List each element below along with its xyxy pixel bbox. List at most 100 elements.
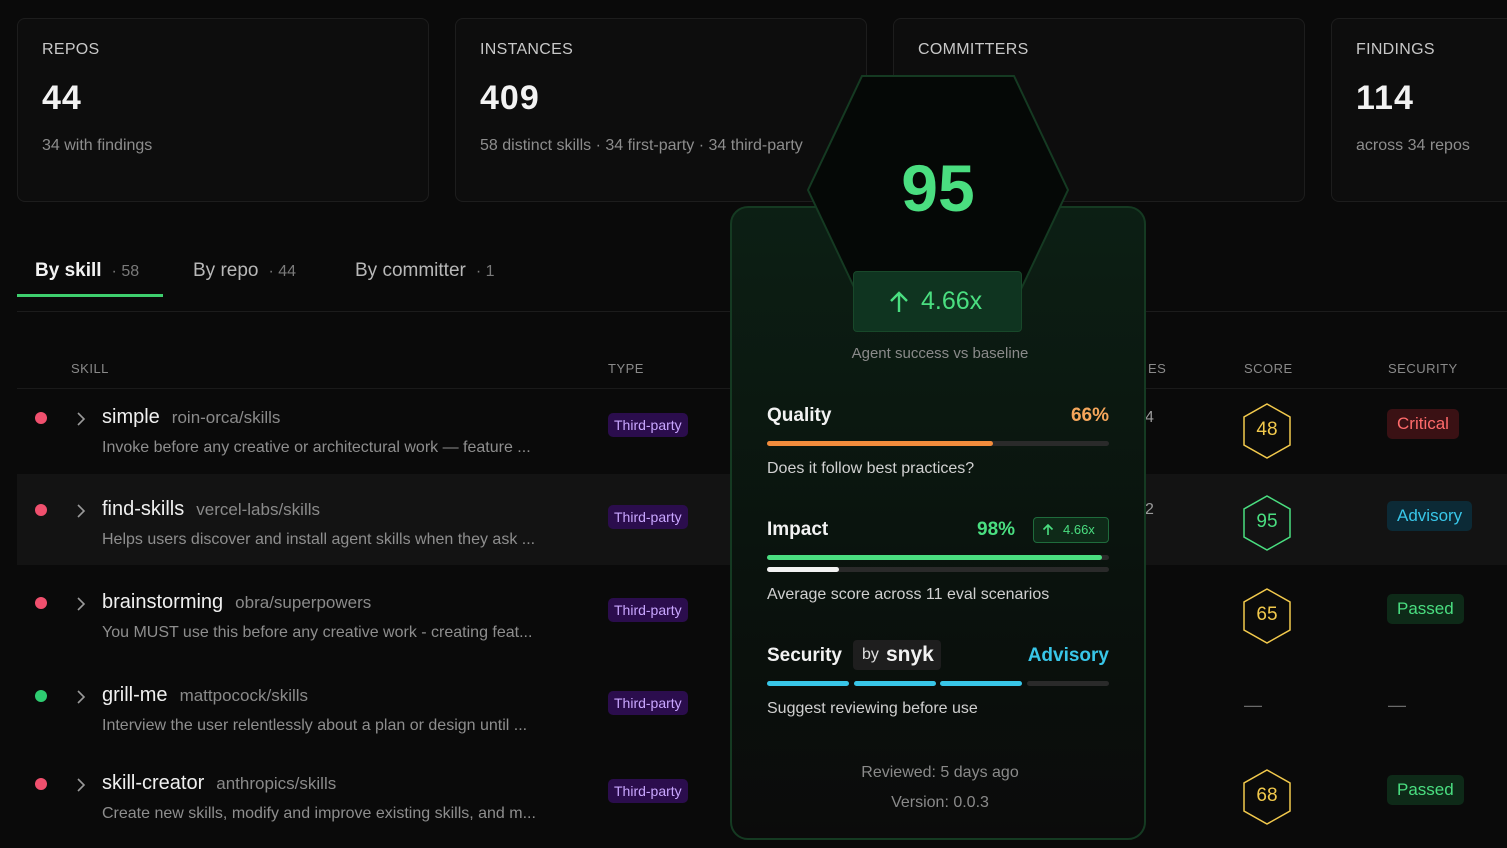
skill-line: grill-me mattpocock/skills: [102, 684, 308, 707]
score: 95: [1256, 511, 1278, 532]
multiplier: 4.66x: [921, 287, 983, 315]
impact-badge: 4.66x: [1033, 517, 1109, 543]
baseline-track: [767, 567, 1109, 572]
tab-label[interactable]: By skill: [35, 260, 102, 281]
security-segment: [1027, 681, 1109, 686]
table-row[interactable]: brainstorming obra/superpowers You MUST us…: [17, 567, 1507, 658]
security-title: Security: [767, 645, 842, 666]
stat-label: REPOS: [42, 41, 100, 58]
impact-bar: [767, 555, 1103, 560]
skill-name: simple: [102, 406, 160, 428]
quality-track: [767, 441, 1109, 446]
table-row[interactable]: grill-me mattpocock/skills Interview the u…: [17, 660, 1507, 751]
stat-label: FINDINGS: [1356, 41, 1435, 58]
skill-line: skill-creator anthropics/skills: [102, 772, 336, 795]
score: —: [1244, 695, 1262, 715]
status-dot: [35, 504, 47, 516]
score-hex: [1243, 495, 1291, 551]
baseline-bar: [767, 567, 839, 572]
stat-card: REPOS 44 34 with findings: [17, 18, 429, 202]
type-badge: Third-party: [608, 598, 688, 622]
skill-line: find-skills vercel-labs/skills: [102, 498, 320, 521]
stat-value: 409: [480, 79, 540, 117]
expand-chevron[interactable]: [76, 690, 86, 704]
stat-label: COMMITTERS: [918, 41, 1029, 58]
skill-line: brainstorming obra/superpowers: [102, 591, 371, 614]
security-segment: [767, 681, 849, 686]
table-row[interactable]: simple roin-orca/skills Invoke before any …: [17, 382, 1507, 473]
type-badge: Third-party: [608, 779, 688, 803]
stat-note: across 34 repos: [1356, 137, 1470, 154]
score-popup: Agent success vs baseline Quality 66% Do…: [730, 206, 1146, 840]
table-row[interactable]: skill-creator anthropics/skills Create new…: [17, 748, 1507, 839]
type-badge: Third-party: [608, 691, 688, 715]
skill-repo: vercel-labs/skills: [196, 500, 320, 519]
skill-name: brainstorming: [102, 591, 224, 613]
score-hex: [1243, 403, 1291, 459]
column-header: TYPE: [608, 361, 644, 376]
skill-description: Interview the user relentlessly about a …: [102, 717, 528, 734]
version: Version: 0.0.3: [891, 794, 989, 811]
score: 68: [1256, 785, 1278, 806]
caption: Agent success vs baseline: [851, 345, 1029, 362]
expand-chevron[interactable]: [76, 412, 86, 426]
stat-note: 58 distinct skills · 34 first-party · 34…: [480, 137, 803, 154]
quality-value: 66%: [1070, 405, 1109, 426]
status-dot: [35, 597, 47, 609]
stat-value: 44: [42, 79, 82, 117]
column-header: SCORE: [1244, 361, 1293, 376]
security-note: Suggest reviewing before use: [767, 700, 978, 717]
security-segment: [940, 681, 1022, 686]
tab-count: · 44: [268, 263, 297, 280]
skill-description: Create new skills, modify and improve ex…: [102, 805, 536, 822]
type-badge: Third-party: [608, 413, 688, 437]
skill-name: grill-me: [102, 684, 168, 706]
skill-description: You MUST use this before any creative wo…: [102, 624, 533, 641]
skill-name: find-skills: [102, 498, 185, 520]
expand-chevron[interactable]: [76, 504, 86, 518]
security-badge: Advisory: [1387, 501, 1473, 531]
quality-bar: [767, 441, 993, 446]
reviewed: Reviewed: 5 days ago: [861, 764, 1019, 781]
impact-title: Impact: [767, 519, 829, 540]
impact-value: 98%: [977, 519, 1016, 540]
tab[interactable]: By skill · 58: [35, 260, 139, 282]
tab-count: · 1: [475, 263, 495, 280]
expand-chevron[interactable]: [76, 597, 86, 611]
impact-note: Average score across 11 eval scenarios: [767, 586, 1050, 603]
type-badge: Third-party: [608, 505, 688, 529]
skill-name: skill-creator: [102, 772, 205, 794]
quality-title: Quality: [767, 405, 832, 426]
stat-card: INSTANCES 409 58 distinct skills · 34 fi…: [455, 18, 867, 202]
stat-label: INSTANCES: [480, 41, 574, 58]
expand-chevron[interactable]: [76, 778, 86, 792]
security: —: [1388, 695, 1406, 715]
arrow-icon: [1042, 524, 1054, 535]
tab-label[interactable]: By committer: [355, 260, 466, 281]
security-badge: Critical: [1387, 409, 1459, 439]
stat-note: 34 with findings: [42, 137, 153, 154]
status-dot: [35, 778, 47, 790]
tab[interactable]: By repo · 44: [193, 260, 296, 282]
snyk-pill: by snyk: [853, 640, 941, 670]
multiplier-badge: 4.66x: [853, 271, 1022, 332]
security-segment: [854, 681, 936, 686]
tab-count: · 58: [111, 263, 140, 280]
security-status: Advisory: [1027, 645, 1109, 666]
skill-repo: obra/superpowers: [235, 593, 372, 612]
status-dot: [35, 412, 47, 424]
skill-repo: roin-orca/skills: [171, 408, 281, 427]
tab[interactable]: By committer · 1: [355, 260, 495, 282]
score-hex: [1243, 769, 1291, 825]
tab-label[interactable]: By repo: [193, 260, 259, 281]
arrow-icon: [890, 291, 908, 312]
column-header: ES: [1148, 361, 1167, 376]
skill-description: Helps users discover and install agent s…: [102, 531, 536, 548]
skill-repo: anthropics/skills: [216, 774, 337, 793]
skill-line: simple roin-orca/skills: [102, 406, 280, 429]
stat-value: 114: [1356, 79, 1414, 117]
stat-card: FINDINGS 114 across 34 repos: [1331, 18, 1507, 202]
impact-multiplier: 4.66x: [1063, 522, 1095, 537]
quality-note: Does it follow best practices?: [767, 460, 975, 477]
